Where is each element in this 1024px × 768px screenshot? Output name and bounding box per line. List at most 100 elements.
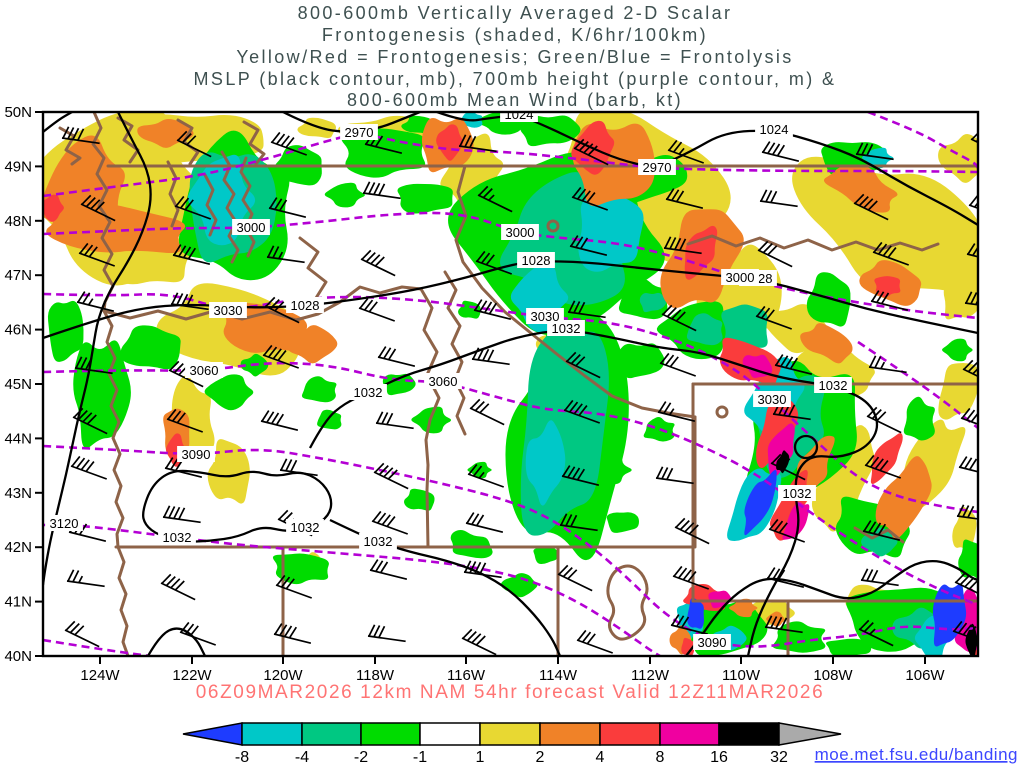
y-axis-label: 41N bbox=[4, 594, 32, 611]
barb-feather bbox=[861, 143, 869, 156]
barb-feather bbox=[466, 631, 477, 642]
barb-feather bbox=[74, 625, 85, 636]
wind-barb bbox=[672, 565, 709, 590]
wind-barb bbox=[573, 138, 609, 166]
barb-feather bbox=[468, 463, 478, 475]
barb-feather bbox=[863, 622, 874, 633]
map-clip-area: 1024102410281028102810321032103210321032… bbox=[43, 112, 987, 656]
barb-feather bbox=[656, 466, 664, 479]
barb-feather bbox=[571, 467, 581, 480]
barb-feather bbox=[483, 301, 493, 314]
barb-feather bbox=[171, 292, 179, 305]
wind-barb bbox=[569, 235, 608, 257]
barb-feather bbox=[280, 135, 290, 147]
wind-barb bbox=[168, 360, 204, 388]
barb-feather bbox=[370, 254, 381, 265]
barb-feather bbox=[566, 351, 577, 363]
barb-feather bbox=[62, 126, 70, 139]
barb-feather bbox=[967, 362, 978, 373]
wind-barb bbox=[862, 520, 901, 542]
barb-feather bbox=[858, 196, 869, 207]
barb-feather bbox=[574, 138, 585, 150]
barb-staff bbox=[362, 192, 401, 200]
barb-feather bbox=[79, 242, 89, 254]
barb-feather bbox=[767, 245, 778, 256]
barb-feather bbox=[880, 292, 890, 305]
shading-blob bbox=[875, 456, 932, 539]
barb-feather bbox=[478, 185, 489, 197]
barb-feather bbox=[567, 569, 578, 580]
wind-barb bbox=[670, 614, 709, 636]
barb-feather bbox=[476, 250, 486, 262]
wind-barb bbox=[872, 241, 909, 266]
wind-barb bbox=[761, 141, 800, 163]
barb-feather bbox=[280, 458, 288, 471]
contour-label: 1032 bbox=[783, 486, 812, 501]
barb-feather bbox=[567, 466, 576, 478]
shading-blob bbox=[686, 313, 723, 346]
contour-label: 1028 bbox=[522, 253, 551, 268]
barb-feather bbox=[474, 561, 482, 574]
barb-feather bbox=[671, 189, 680, 201]
barb-feather bbox=[487, 349, 495, 362]
barb-feather bbox=[576, 468, 586, 481]
site-link[interactable]: moe.met.fsu.edu/banding bbox=[815, 745, 1018, 764]
barb-feather bbox=[94, 201, 105, 212]
barb-feather bbox=[676, 615, 685, 627]
wind-barb bbox=[565, 351, 601, 379]
wind-barb bbox=[172, 244, 211, 266]
barb-feather bbox=[459, 134, 467, 147]
title-line-2: Frontogenesis (shaded, K/6hr/100km) bbox=[322, 25, 708, 45]
wind-barb bbox=[162, 505, 201, 524]
shading-blob bbox=[874, 276, 901, 297]
barb-half-feather bbox=[880, 361, 886, 370]
shading-blob bbox=[204, 374, 254, 411]
map-axes: 50N 49N 48N 47N 46N 45N 44N 43N 42N 41N 40N 124W 122… bbox=[4, 104, 980, 684]
barb-feather bbox=[664, 354, 675, 366]
shading-blob bbox=[606, 512, 639, 533]
barb-feather bbox=[181, 293, 189, 306]
barb-feather bbox=[168, 506, 176, 519]
wind-barb bbox=[870, 290, 909, 312]
barb-feather bbox=[90, 199, 101, 210]
barb-feather bbox=[67, 127, 75, 140]
barb-feather bbox=[373, 182, 381, 195]
wind-barb bbox=[76, 291, 115, 313]
barb-feather bbox=[462, 628, 473, 640]
barb-staff bbox=[557, 573, 593, 592]
barb-feather bbox=[869, 355, 877, 368]
contour-label-bg bbox=[638, 159, 676, 175]
wind-barb bbox=[80, 194, 116, 222]
barb-feather bbox=[73, 407, 84, 419]
wind-barb bbox=[166, 408, 203, 433]
wind-barb bbox=[868, 355, 907, 374]
barb-feather bbox=[480, 252, 491, 264]
coast-or-river bbox=[686, 234, 940, 252]
barb-feather bbox=[854, 193, 865, 205]
barb-feather bbox=[279, 624, 288, 636]
wind-barb bbox=[467, 463, 504, 488]
barb-feather bbox=[967, 626, 977, 638]
barb-feather bbox=[482, 348, 490, 361]
height-contour bbox=[43, 133, 978, 198]
barb-feather bbox=[472, 347, 480, 360]
contour-label: 3090 bbox=[698, 635, 727, 650]
barb-feather bbox=[979, 197, 987, 210]
barb-feather bbox=[69, 623, 80, 634]
barb-feather bbox=[671, 309, 682, 320]
colorbar-segment bbox=[479, 722, 541, 746]
barb-feather bbox=[953, 620, 963, 632]
wind-barb bbox=[774, 354, 813, 376]
barb-feather bbox=[485, 254, 495, 266]
barb-feather bbox=[165, 576, 176, 587]
barb-feather bbox=[175, 195, 185, 207]
barb-feather bbox=[586, 633, 596, 645]
colorbar-tick-label: 1 bbox=[476, 749, 485, 766]
barb-feather bbox=[383, 467, 394, 478]
barb-staff bbox=[759, 200, 798, 208]
barb-feather bbox=[179, 197, 190, 209]
contour-label-bg bbox=[359, 533, 397, 549]
contour-label: 3090 bbox=[182, 447, 211, 462]
shading-blob bbox=[43, 201, 186, 254]
barb-feather bbox=[957, 504, 965, 517]
